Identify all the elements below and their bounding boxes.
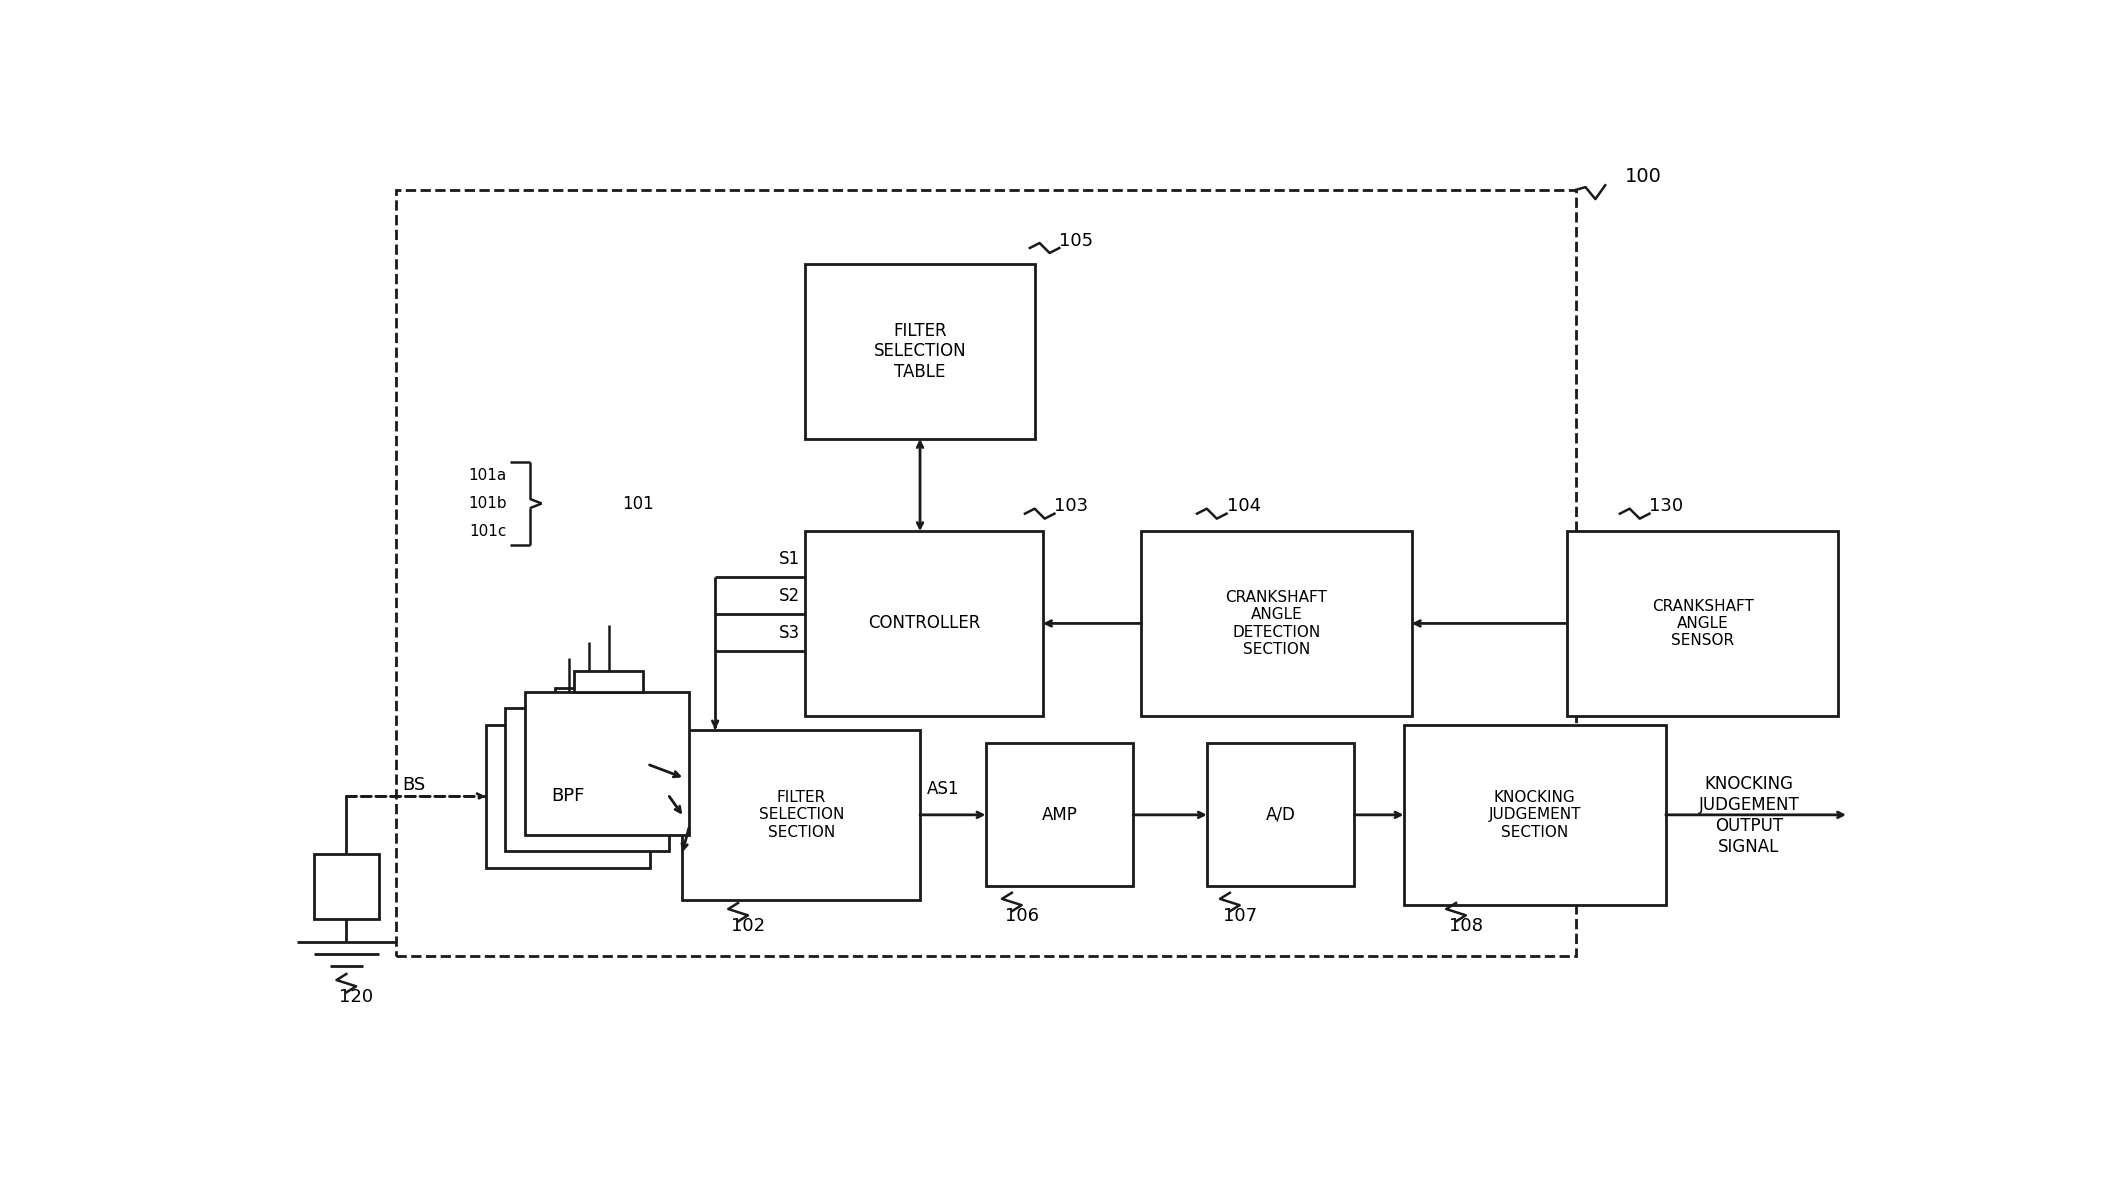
Bar bbox=[683, 730, 920, 900]
Bar bbox=[525, 691, 689, 835]
Text: AMP: AMP bbox=[1041, 806, 1077, 824]
Text: BS: BS bbox=[402, 776, 425, 794]
Text: AS1: AS1 bbox=[926, 780, 958, 798]
Bar bbox=[1208, 743, 1354, 887]
Bar bbox=[1142, 531, 1413, 715]
Text: 101a: 101a bbox=[470, 468, 508, 483]
Text: KNOCKING
JUDGEMENT
OUTPUT
SIGNAL: KNOCKING JUDGEMENT OUTPUT SIGNAL bbox=[1698, 775, 1800, 855]
Bar bbox=[505, 708, 668, 852]
Text: 100: 100 bbox=[1624, 167, 1662, 186]
Bar bbox=[573, 671, 643, 691]
Text: CRANKSHAFT
ANGLE
DETECTION
SECTION: CRANKSHAFT ANGLE DETECTION SECTION bbox=[1225, 589, 1328, 657]
Bar bbox=[1404, 725, 1667, 904]
Bar bbox=[396, 189, 1576, 956]
Bar bbox=[806, 264, 1034, 438]
Bar bbox=[486, 725, 649, 867]
Bar bbox=[554, 688, 624, 708]
Text: 103: 103 bbox=[1055, 497, 1089, 515]
Bar bbox=[535, 704, 603, 725]
Text: KNOCKING
JUDGEMENT
SECTION: KNOCKING JUDGEMENT SECTION bbox=[1489, 789, 1580, 840]
Text: S2: S2 bbox=[778, 587, 799, 605]
Text: BPF: BPF bbox=[550, 787, 584, 805]
Text: 102: 102 bbox=[732, 916, 766, 934]
Text: 106: 106 bbox=[1005, 907, 1038, 925]
Text: 120: 120 bbox=[338, 988, 372, 1006]
Text: 105: 105 bbox=[1060, 231, 1093, 249]
Text: 107: 107 bbox=[1222, 907, 1256, 925]
Text: 108: 108 bbox=[1449, 916, 1483, 934]
Text: CRANKSHAFT
ANGLE
SENSOR: CRANKSHAFT ANGLE SENSOR bbox=[1652, 599, 1753, 648]
Text: 101: 101 bbox=[622, 495, 654, 513]
Bar bbox=[1567, 531, 1838, 715]
Text: FILTER
SELECTION
TABLE: FILTER SELECTION TABLE bbox=[873, 321, 967, 381]
Text: 104: 104 bbox=[1227, 497, 1261, 515]
Bar bbox=[313, 854, 379, 919]
Bar bbox=[986, 743, 1134, 887]
Text: CONTROLLER: CONTROLLER bbox=[867, 615, 981, 633]
Text: S1: S1 bbox=[778, 550, 799, 568]
Text: FILTER
SELECTION
SECTION: FILTER SELECTION SECTION bbox=[759, 789, 844, 840]
Text: 101c: 101c bbox=[470, 524, 508, 539]
Text: A/D: A/D bbox=[1265, 806, 1296, 824]
Text: 130: 130 bbox=[1650, 497, 1684, 515]
Text: 101b: 101b bbox=[467, 496, 508, 512]
Bar bbox=[806, 531, 1043, 715]
Text: S3: S3 bbox=[778, 624, 799, 642]
